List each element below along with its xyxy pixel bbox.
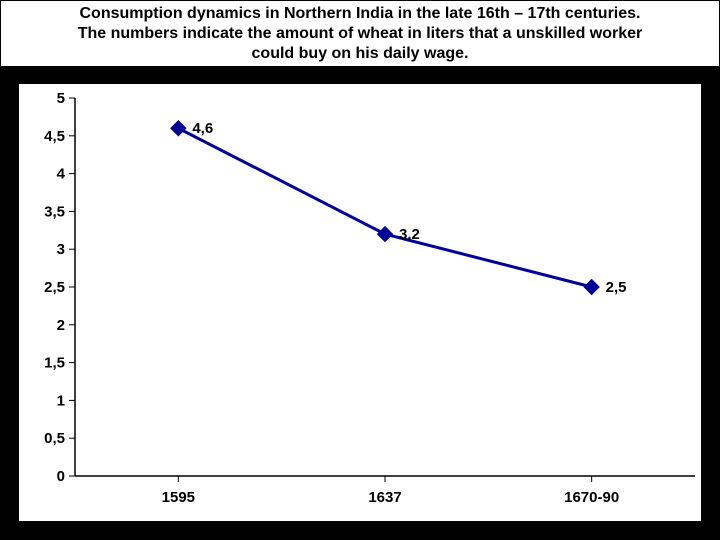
title-line-3: could buy on his daily wage. (7, 44, 713, 64)
data-label: 4,6 (192, 120, 213, 137)
figure-container: Consumption dynamics in Northern India i… (0, 0, 720, 540)
y-tick-label: 0 (57, 468, 65, 485)
title-area: Consumption dynamics in Northern India i… (1, 1, 719, 66)
data-marker (171, 121, 186, 136)
y-tick-label: 0,5 (44, 430, 65, 447)
data-marker (378, 227, 393, 242)
y-tick-label: 4 (57, 166, 66, 183)
data-marker (584, 280, 599, 295)
data-label: 2,5 (606, 279, 627, 296)
y-tick-label: 2 (57, 317, 65, 334)
y-tick-label: 5 (57, 90, 65, 107)
title-line-1: Consumption dynamics in Northern India i… (7, 4, 713, 24)
data-line (178, 128, 591, 287)
line-chart: 0 0,5 1 1,5 2 2,5 3 3,5 4 4,5 5 1595 1637 1670-90 4,6 3… (19, 84, 703, 514)
y-tick-label: 3,5 (44, 203, 65, 220)
data-label: 3,2 (399, 226, 420, 243)
chart-outer-frame: 0 0,5 1 1,5 2 2,5 3 3,5 4 4,5 5 1595 1637 1670-90 4,6 3… (1, 66, 719, 539)
y-tick-label: 1,5 (44, 355, 65, 372)
x-tick-label: 1670-90 (564, 489, 619, 506)
chart-box: 0 0,5 1 1,5 2 2,5 3 3,5 4 4,5 5 1595 1637 1670-90 4,6 3… (19, 84, 701, 521)
y-tick-label: 1 (57, 392, 65, 409)
x-tick-label: 1595 (162, 489, 195, 506)
y-tick-label: 4,5 (44, 128, 65, 145)
y-tick-label: 2,5 (44, 279, 65, 296)
x-tick-label: 1637 (368, 489, 401, 506)
y-tick-label: 3 (57, 241, 65, 258)
title-line-2: The numbers indicate the amount of wheat… (7, 24, 713, 44)
